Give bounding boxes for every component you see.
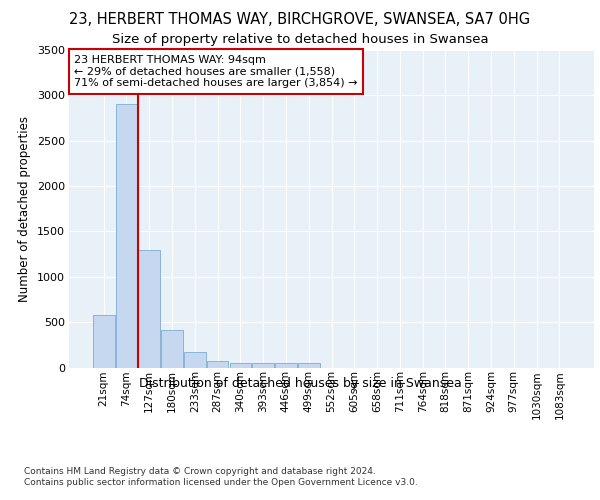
Text: Contains HM Land Registry data © Crown copyright and database right 2024.
Contai: Contains HM Land Registry data © Crown c… [24, 468, 418, 487]
Bar [116, 104, 137, 368]
Bar [184, 352, 206, 368]
Text: Distribution of detached houses by size in Swansea: Distribution of detached houses by size … [139, 378, 461, 390]
Bar [298, 363, 320, 368]
Bar [207, 360, 229, 368]
Bar [253, 363, 274, 368]
Bar [161, 330, 183, 368]
Bar [230, 363, 251, 368]
Text: Size of property relative to detached houses in Swansea: Size of property relative to detached ho… [112, 32, 488, 46]
Bar [275, 363, 297, 368]
Text: 23 HERBERT THOMAS WAY: 94sqm
← 29% of detached houses are smaller (1,558)
71% of: 23 HERBERT THOMAS WAY: 94sqm ← 29% of de… [74, 55, 358, 88]
Text: 23, HERBERT THOMAS WAY, BIRCHGROVE, SWANSEA, SA7 0HG: 23, HERBERT THOMAS WAY, BIRCHGROVE, SWAN… [70, 12, 530, 28]
Y-axis label: Number of detached properties: Number of detached properties [18, 116, 31, 302]
Bar [139, 250, 160, 368]
Bar [93, 316, 115, 368]
